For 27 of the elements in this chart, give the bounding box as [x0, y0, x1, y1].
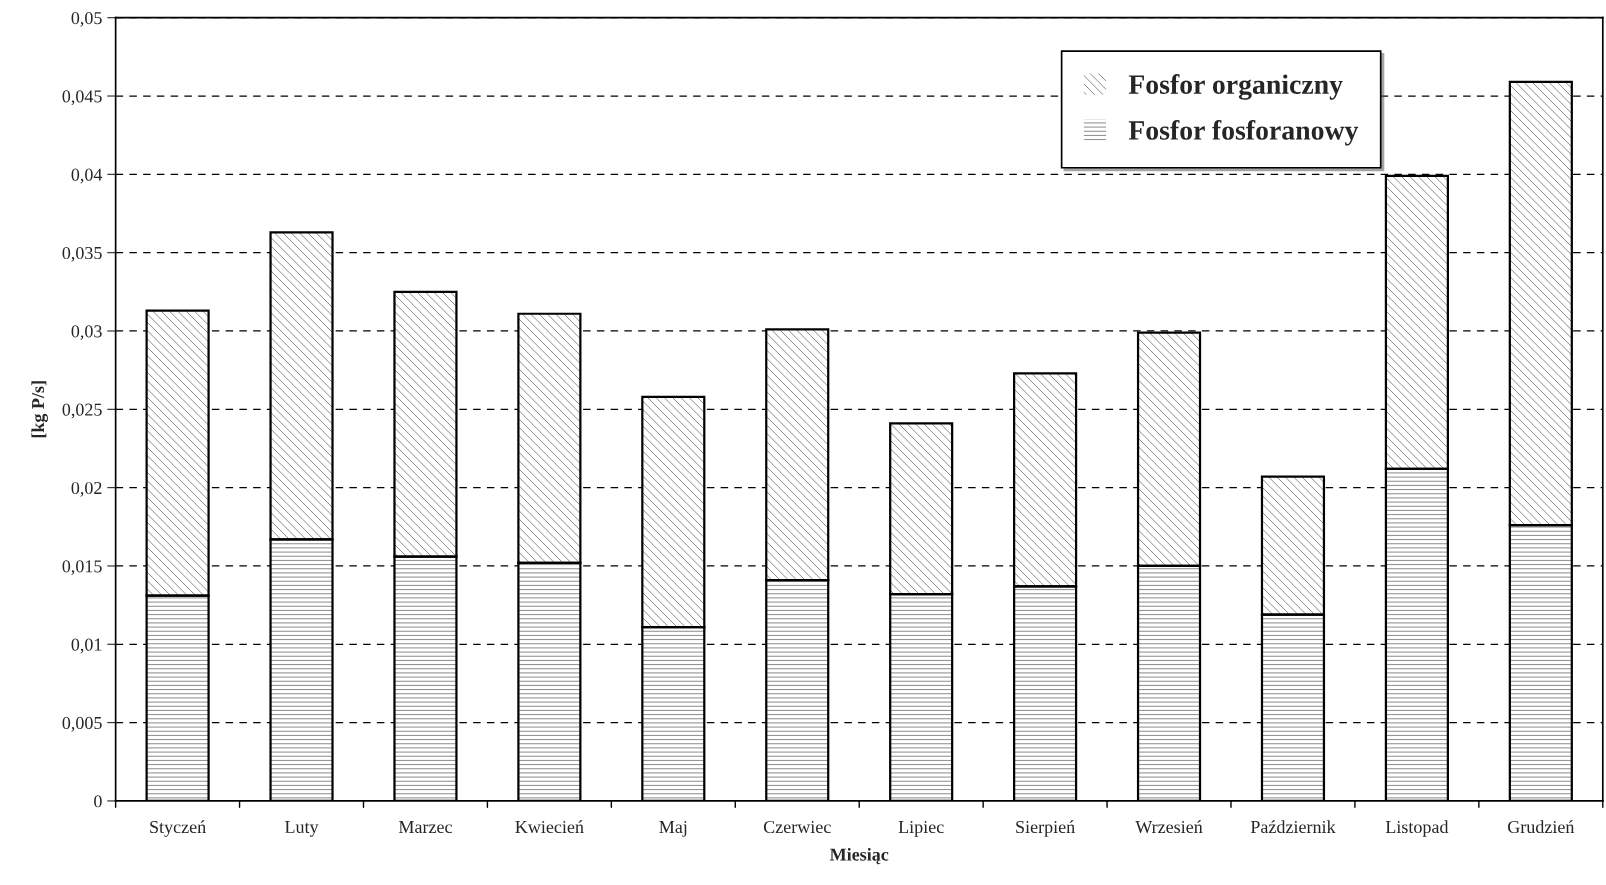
x-tick-label: Listopad: [1385, 820, 1449, 837]
y-axis-title: [kg P/s]: [31, 381, 48, 438]
x-tick-label: Luty: [285, 821, 319, 837]
x-tick-label: Wrzesień: [1135, 820, 1203, 834]
y-tick-label: 0,03: [71, 325, 102, 341]
x-tick-label: Sierpień: [1016, 820, 1075, 837]
x-tick-label: Maj: [659, 820, 687, 837]
legend-label: Fosfor fosforanowy: [1128, 119, 1359, 146]
y-tick-label: 0,01: [71, 638, 102, 654]
y-tick-label: 0,04: [71, 168, 103, 184]
y-tick-label: 0,02: [71, 481, 102, 497]
x-axis-title: Miesiąc: [829, 847, 889, 865]
y-tick-label: 0,045: [62, 90, 102, 106]
legend-label: Fosfor organiczny: [1128, 74, 1343, 100]
y-tick-label: 0,005: [62, 716, 102, 732]
x-tick-label: Kwiecień: [515, 820, 584, 834]
y-tick-label: 0,035: [62, 246, 102, 262]
x-tick-label: Lipiec: [898, 820, 944, 837]
y-tick-label: 0,05: [71, 11, 102, 27]
y-tick-label: 0,015: [62, 560, 102, 575]
x-tick-label: Styczeń: [150, 820, 206, 837]
y-tick-label: 0,025: [62, 403, 102, 419]
x-tick-label: Październik: [1250, 820, 1336, 834]
x-tick-label: Grudzień: [1507, 820, 1575, 834]
y-tick-label: 0: [94, 795, 102, 808]
x-tick-label: Marzec: [398, 821, 452, 834]
x-tick-label: Czerwiec: [763, 820, 831, 834]
